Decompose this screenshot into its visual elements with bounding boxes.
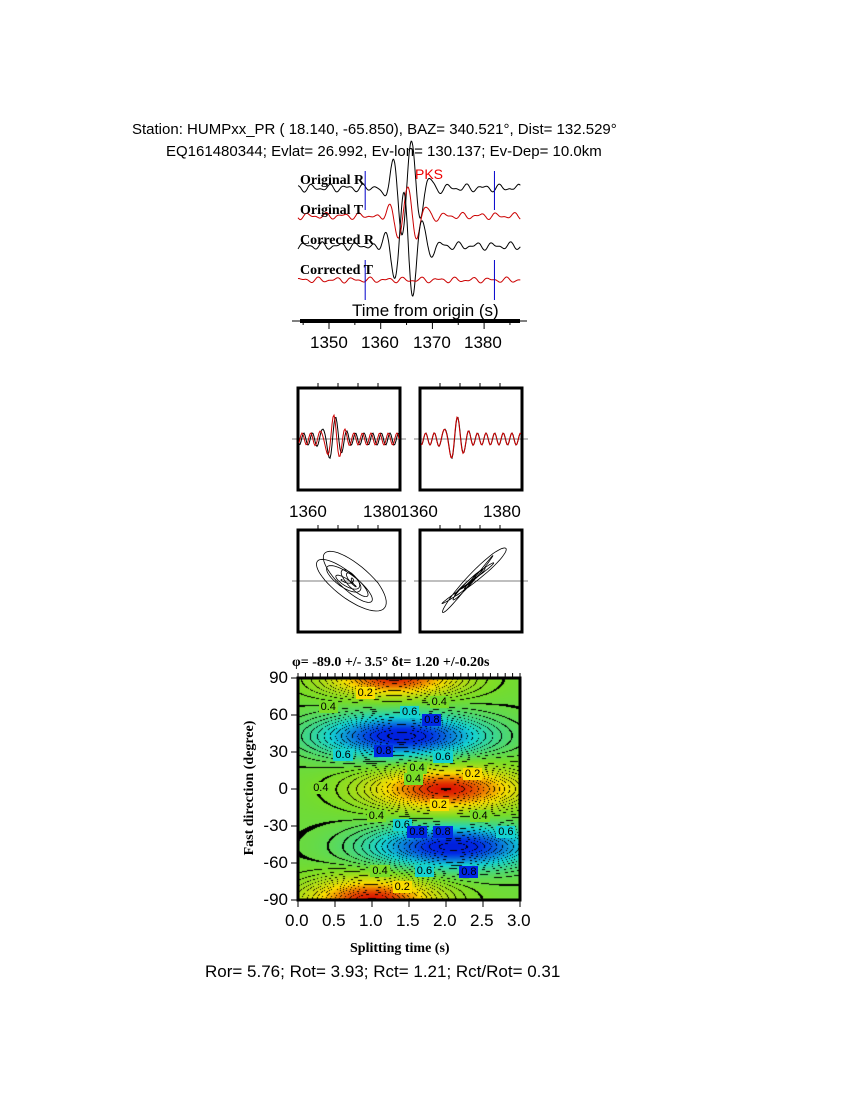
event-info: EQ161480344; Evlat= 26.992, Ev-lon= 130.…: [166, 143, 602, 160]
x-tick-label: 1370: [413, 333, 451, 352]
overlay-trace: [298, 416, 400, 460]
particle-motion-path: [316, 550, 387, 612]
contour-label: 0.4: [318, 700, 338, 713]
x-tick-label: 0.5: [322, 911, 346, 930]
x-tick-label: 1350: [310, 333, 348, 352]
contour-title: φ= -89.0 +/- 3.5° δt= 1.20 +/-0.20s: [292, 655, 490, 670]
x-tick-label: 1.5: [396, 911, 420, 930]
waveform-trace: [297, 140, 521, 236]
energy-grid-axes: [291, 673, 522, 907]
contour-label: 0.6: [414, 864, 435, 877]
x-tick-label: 1380: [464, 333, 502, 352]
contour-label: 0.8: [407, 826, 427, 839]
overlay-trace: [420, 416, 522, 459]
y-tick-label: 30: [269, 742, 288, 761]
contour-label: 0.8: [433, 826, 453, 839]
x-tick-label: 1360: [361, 333, 399, 352]
contour-label: 0.2: [355, 687, 375, 700]
x-tick-label: 1380: [483, 502, 521, 521]
contour-label: 0.8: [459, 865, 479, 878]
particle-motion-path: [441, 547, 507, 613]
contour-label: 0.6: [333, 748, 353, 761]
waveform-trace: [297, 276, 521, 284]
waveform-panels: [292, 140, 528, 634]
station-info: Station: HUMPxx_PR ( 18.140, -65.850), B…: [132, 121, 617, 138]
y-tick-label: -60: [263, 853, 288, 872]
overlay-trace: [298, 413, 400, 457]
contour-label: 0.2: [429, 799, 449, 812]
x-tick-label: 0.0: [285, 911, 309, 930]
contour-label: 0.6: [392, 819, 412, 831]
contour-label: 0.4: [429, 695, 449, 708]
waveform-trace: [297, 191, 521, 297]
contour-label: 0.2: [462, 768, 483, 781]
x-tick-label: 3.0: [507, 911, 531, 930]
contour-label: 0.4: [366, 810, 386, 823]
x-axis-label: Splitting time (s): [350, 941, 450, 956]
trace-label: Corrected T: [300, 263, 373, 278]
contour-label: 0.4: [470, 810, 490, 823]
contour-label: 0.4: [370, 864, 390, 877]
y-tick-label: 90: [269, 668, 288, 687]
contour-label: 0.8: [374, 745, 394, 757]
x-tick-label: 1360: [400, 502, 438, 521]
contour-label: 0.6: [433, 751, 453, 764]
trace-label: Original R: [300, 173, 365, 188]
trace-label: Original T: [300, 203, 364, 218]
y-tick-label: -90: [263, 890, 288, 909]
contour-label: 0.4: [403, 773, 423, 786]
x-tick-label: 2.5: [470, 911, 494, 930]
y-tick-label: 60: [269, 705, 288, 724]
contour-label: 0.8: [422, 714, 442, 727]
contour-label: 0.6: [496, 826, 516, 839]
footer-stats: Ror= 5.76; Rot= 3.93; Rct= 1.21; Rct/Rot…: [205, 962, 561, 981]
time-axis-bar: [300, 319, 520, 323]
phase-label: PKS: [415, 166, 444, 182]
trace-label: Corrected R: [300, 233, 374, 248]
y-tick-label: -30: [263, 816, 288, 835]
contour-label: 0.6: [400, 705, 420, 718]
contour-label: 0.4: [407, 762, 427, 775]
x-tick-label: 1360: [289, 502, 327, 521]
contour-label: 0.2: [392, 880, 412, 893]
x-tick-label: 1380: [363, 502, 401, 521]
contour-label: 0.4: [311, 782, 331, 794]
y-tick-label: 0: [278, 779, 288, 798]
x-tick-label: 2.0: [433, 911, 457, 930]
x-axis-label: Time from origin (s): [352, 301, 499, 320]
waveform-trace: [297, 186, 521, 240]
x-tick-label: 1.0: [359, 911, 383, 930]
